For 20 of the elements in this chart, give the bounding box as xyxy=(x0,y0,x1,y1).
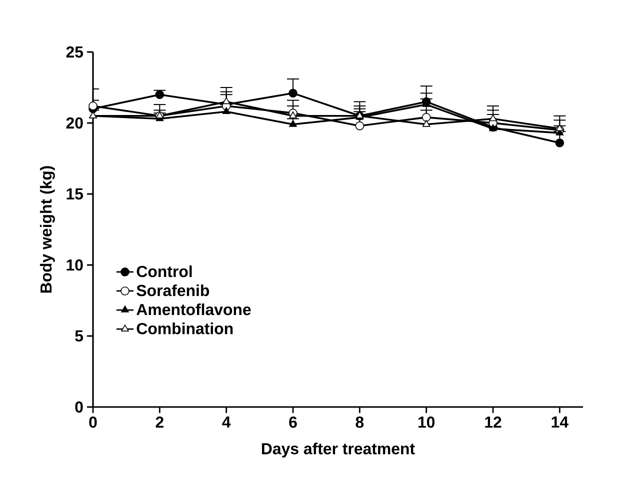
x-axis-title: Days after treatment xyxy=(262,442,415,458)
x-tick-label: 8 xyxy=(356,416,364,428)
y-tick-label: 10 xyxy=(66,259,83,271)
x-tick-label: 14 xyxy=(552,416,568,428)
x-tick-label: 10 xyxy=(418,416,435,428)
legend-label: Amentoflavone xyxy=(136,303,251,316)
y-tick-label: 5 xyxy=(75,330,84,342)
legend-label: Sorafenib xyxy=(136,284,210,296)
y-tick-label: 0 xyxy=(75,401,83,413)
x-tick-label: 2 xyxy=(156,416,164,428)
x-tick-label: 0 xyxy=(89,416,97,428)
x-tick-label: 12 xyxy=(485,416,502,428)
y-tick-label: 15 xyxy=(66,188,84,200)
y-tick-label: 25 xyxy=(66,46,84,58)
legend-label: Control xyxy=(136,265,192,278)
y-tick-label: 20 xyxy=(66,117,83,129)
x-tick-label: 4 xyxy=(222,416,231,428)
y-axis-title: Body weight (kg) xyxy=(40,166,55,293)
legend-label: Combination xyxy=(136,322,233,334)
x-tick-label: 6 xyxy=(289,416,297,428)
